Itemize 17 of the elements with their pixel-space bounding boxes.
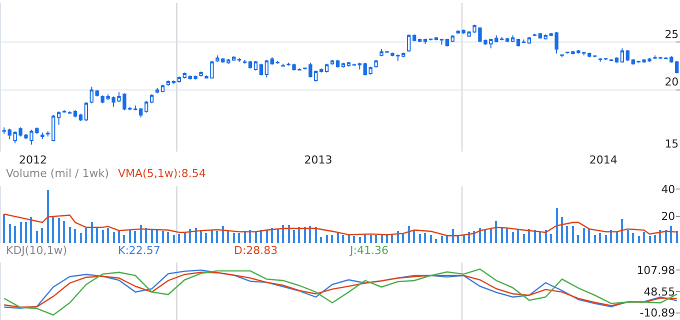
x-tick-label: 2012 [19, 154, 48, 167]
y-tick-label: 25 [664, 28, 679, 41]
y-tick-label: -10.89 [640, 306, 676, 320]
text: J:41.36 [349, 244, 388, 257]
y-tick-label: 40 [661, 182, 676, 196]
y-tick-label: 107.98 [636, 264, 676, 278]
series-label: K:22.57 [118, 244, 160, 257]
text: VMA(5,1w):8.54 [118, 167, 206, 180]
chart-title: Volume (mil / 1wk) [6, 167, 109, 180]
series-label: D:28.83 [234, 244, 278, 257]
y-tick-label: 48.55 [644, 285, 676, 298]
chart-title: KDJ(10,1w) [6, 244, 67, 257]
y-tick-label: 15 [664, 137, 679, 150]
y-tick-label: 20 [664, 76, 679, 89]
y-tick-label: 20 [661, 210, 676, 224]
x-tick-label: 2013 [304, 154, 332, 167]
x-tick-label: 2014 [589, 154, 618, 167]
